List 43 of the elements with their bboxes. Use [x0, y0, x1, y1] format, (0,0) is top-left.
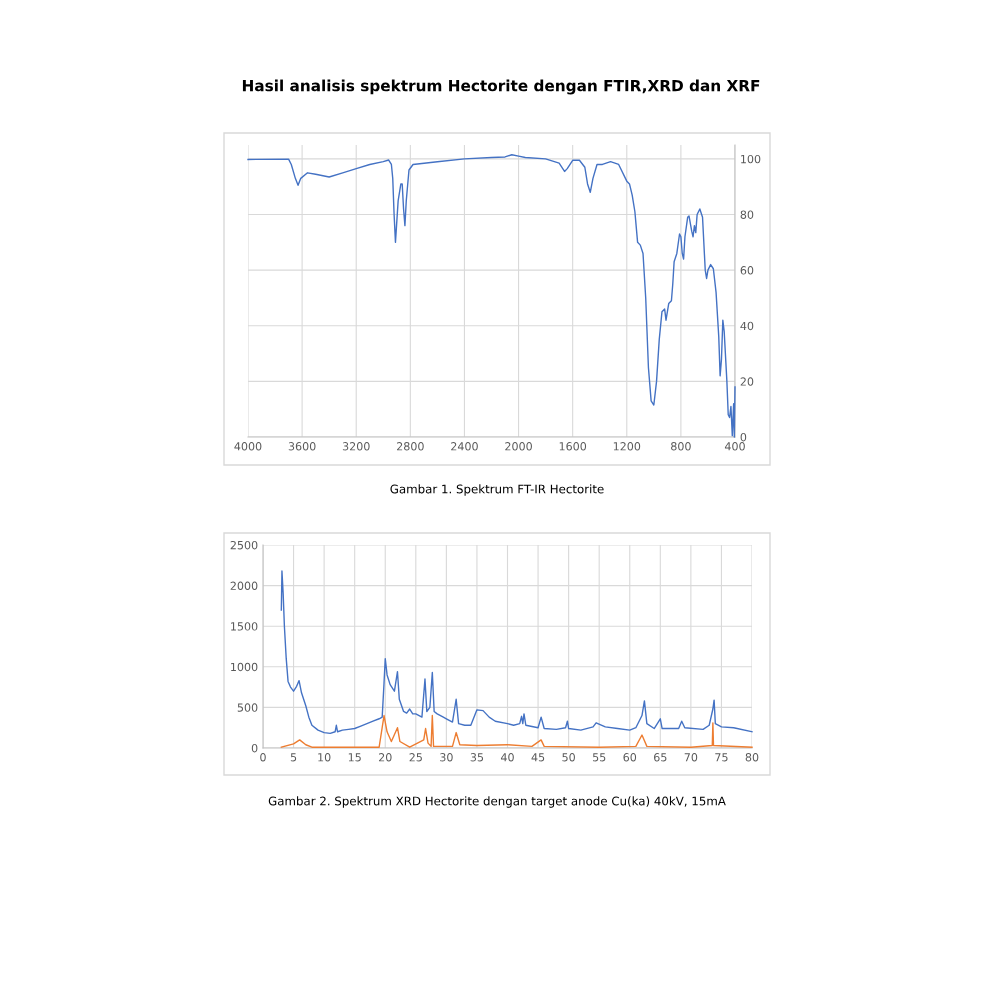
x-tick-label: 2800: [397, 442, 424, 451]
x-tick-label: 30: [440, 753, 453, 762]
y-tick-label: 40: [740, 321, 754, 331]
y-tick-label: 20: [740, 377, 754, 386]
x-tick-label: 2000: [505, 442, 532, 451]
chart-title: Hasil analisis spektrum Hectorite dengan FTIR,XRD dan XRF: [242, 79, 760, 95]
y-tick-label: 60: [740, 266, 754, 275]
y-tick-label: 1000: [231, 662, 258, 672]
x-tick-label: 65: [654, 753, 667, 762]
x-tick-label: 3600: [288, 442, 316, 451]
y-tick-label: 80: [740, 210, 754, 219]
y-tick-label: 0: [251, 743, 258, 753]
x-tick-label: 5: [290, 753, 297, 762]
x-tick-label: 70: [684, 753, 698, 762]
x-tick-label: 75: [715, 753, 728, 762]
x-tick-label: 60: [623, 753, 637, 762]
x-tick-label: 25: [409, 753, 422, 762]
x-tick-label: 45: [531, 753, 545, 762]
line-series: [280, 570, 753, 735]
y-tick-label: 100: [741, 154, 761, 164]
x-tick-label: 0: [260, 753, 266, 762]
x-tick-label: 800: [671, 442, 691, 451]
x-tick-label: 400: [724, 442, 745, 451]
x-tick-label: 40: [500, 753, 514, 762]
x-tick-label: 2400: [451, 442, 478, 451]
x-tick-label: 1600: [559, 442, 587, 451]
x-tick-label: 55: [592, 753, 606, 762]
x-tick-label: 20: [378, 753, 392, 762]
y-tick-label: 2500: [230, 540, 258, 550]
x-tick-label: 50: [562, 753, 575, 762]
y-tick-label: 0: [740, 432, 747, 442]
text: Gambar 1. Spektrum FT-IR Hectorite: [390, 484, 604, 496]
x-tick-label: 4000: [234, 442, 262, 451]
y-tick-label: 1500: [231, 622, 258, 631]
x-tick-label: 10: [318, 753, 331, 762]
y-tick-label: 2000: [230, 581, 258, 590]
line-series: [280, 714, 753, 748]
y-tick-label: 500: [237, 703, 258, 712]
x-tick-label: 3200: [342, 442, 370, 451]
x-tick-label: 15: [348, 753, 361, 762]
x-tick-label: 1200: [613, 442, 641, 451]
x-tick-label: 35: [470, 753, 484, 762]
text: Gambar 2. Spektrum XRD Hectorite dengan target anode Cu(ka) 40kV, 15mA: [268, 796, 726, 808]
